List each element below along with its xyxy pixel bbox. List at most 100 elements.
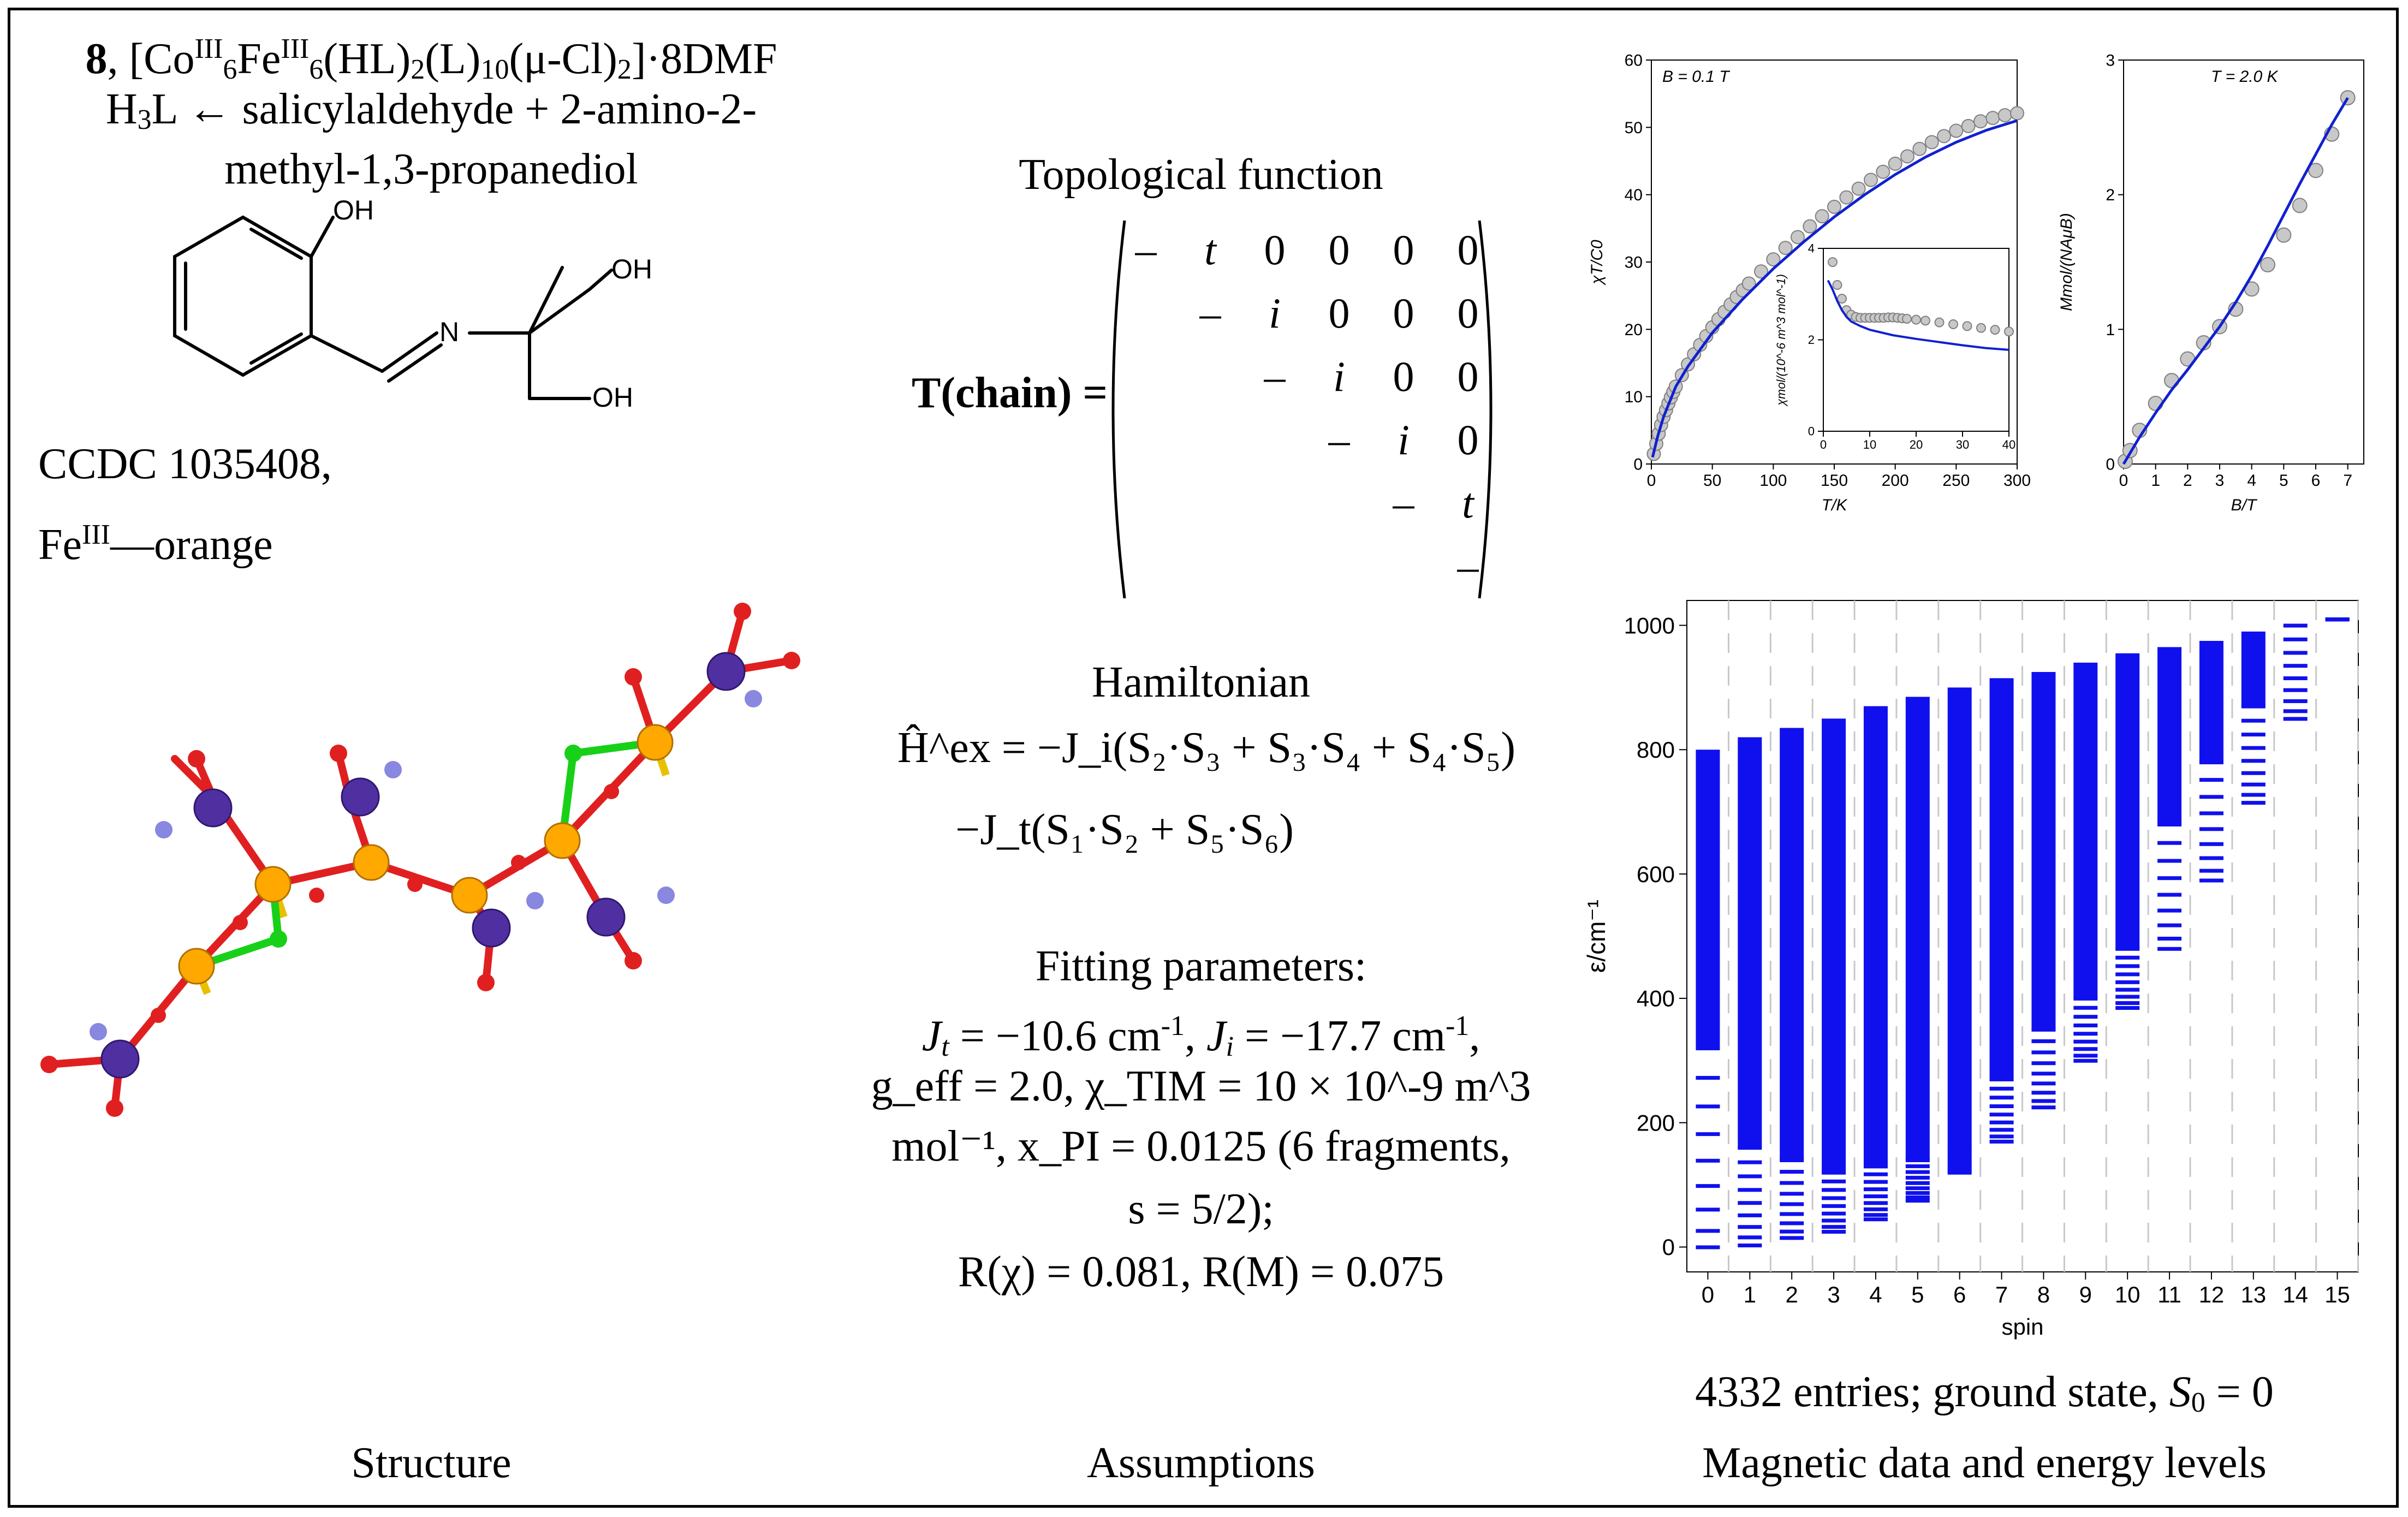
energy-level [2241,801,2266,805]
y-tick-label: 3 [2106,52,2115,70]
energy-level [1822,1196,1846,1200]
x-tick-label: 7 [1995,1282,2008,1307]
energy-level [1947,1166,1972,1170]
energy-level [2199,856,2223,860]
x-tick-label: 9 [2079,1282,2092,1307]
fit-line [1827,279,2009,351]
matrix-cell: 0 [1457,416,1479,463]
data-point [1864,172,1878,187]
energy-level [1738,1160,1762,1164]
energy-level [2199,827,2223,831]
x-tick-label: 2 [1786,1282,1798,1307]
y-tick-label: 4 [1808,242,1815,255]
matrix-cell: 0 [1393,226,1414,273]
x-tick-label: 250 [1942,472,1970,490]
data-point [1961,118,1976,133]
level-block [1989,678,2014,1079]
y-tick-label: 40 [1625,186,1643,204]
matrix-cell: 0 [1328,289,1350,337]
energy-level [1863,1172,1888,1176]
level-block [1822,718,1846,1173]
matrix-cell: 0 [1457,226,1479,273]
x-tick-label: 20 [1910,438,1923,451]
energy-level [1780,1236,1804,1240]
data-point [1902,313,1912,324]
energy-level [2073,1047,2098,1051]
x-tick-label: 14 [2282,1282,2308,1307]
energy-level [1863,1213,1888,1217]
matrix-cell: 0 [1264,226,1286,273]
energy-level [2157,859,2182,863]
energy-level [2115,955,2140,960]
energy-level [1822,1211,1846,1216]
x-tick-label: 50 [1703,472,1721,490]
data-point [1937,129,1951,144]
energy-level [1738,1201,1762,1205]
data-point [1791,230,1805,245]
energy-level [2283,676,2308,681]
energy-level [2241,733,2266,737]
energy-level [2073,996,2098,1001]
caption-structure: Structure [351,1439,512,1487]
energy-level [1947,1149,1972,1153]
data-point [2260,257,2275,272]
energy-level [1738,1213,1762,1217]
matrix-cell: 0 [1393,353,1414,400]
data-point [1766,252,1781,267]
matrix-cell [1178,472,1242,535]
x-tick-label: 0 [1647,472,1656,490]
level-block [2115,653,2140,949]
energy-level [2115,987,2140,992]
x-tick-label: 6 [1953,1282,1966,1307]
energy-level [1822,1170,1846,1175]
fitting-line-2: g_eff = 2.0, χ_TIM = 10 × 10^-9 m^3 [871,1062,1531,1110]
energy-level [2157,936,2182,941]
energy-level [2031,1091,2056,1095]
energy-level [1696,1046,1720,1050]
y-tick-label: 50 [1625,119,1643,137]
compound-formula: 8, [CoIII6FeIII6(HL)2(L)10(μ-Cl)2]·8DMF [85,33,777,85]
energy-level [1989,1128,2014,1132]
level-block [1696,749,1720,1048]
energy-level [1738,1146,1762,1150]
energy-level [2115,1006,2140,1010]
energy-level [1905,1186,1930,1191]
energy-level [1905,1199,1930,1203]
data-point [1803,219,1817,234]
fitting-title: Fitting parameters: [1035,942,1367,990]
energy-level [2199,878,2223,883]
energy-level [2283,637,2308,641]
x-tick-label: 13 [2240,1282,2266,1307]
matrix-cell: i [1333,353,1345,400]
level-block [1947,687,1972,1148]
energy-level [1863,1201,1888,1205]
x-tick-label: 12 [2199,1282,2225,1307]
energy-level [1989,1120,2014,1125]
matrix-cell [1242,408,1307,472]
energy-level [1696,1245,1720,1250]
energy-level [2199,795,2223,799]
molecular-structure [40,603,800,1117]
energy-level [1822,1218,1846,1223]
fitting-line-5: R(χ) = 0.081, R(M) = 0.075 [958,1248,1444,1296]
matrix-cell: 0 [1328,226,1350,273]
y-tick-label: 0 [1633,456,1643,474]
fitting-line-3: mol⁻¹, x_PI = 0.0125 (6 fragments, [891,1122,1511,1170]
energy-level [1738,1225,1762,1229]
energy-level [1696,1075,1720,1080]
x-tick-label: 10 [1863,438,1876,451]
energy-level [1780,1170,1804,1174]
x-tick-label: 6 [2311,472,2321,490]
energy-level [2073,1058,2098,1063]
matrix-cell [1178,408,1242,472]
hydroxyl-label-3: OH [592,382,633,413]
energy-level [2283,664,2308,668]
data-point [2340,90,2356,106]
x-tick-label: 150 [1821,472,1848,490]
matrix-cell: – [1328,416,1350,463]
energy-level [1780,1221,1804,1226]
energy-level [2073,1006,2098,1010]
energy-level [1738,1244,1762,1248]
x-tick-label: 100 [1759,472,1787,490]
level-block [1863,706,1888,1167]
